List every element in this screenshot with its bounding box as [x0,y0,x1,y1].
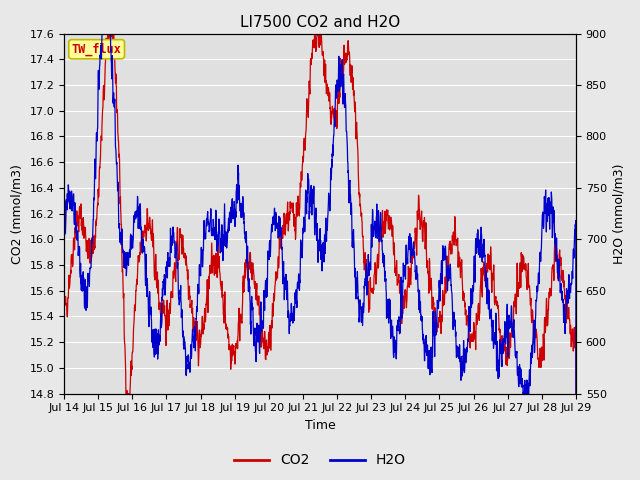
Legend: CO2, H2O: CO2, H2O [228,448,412,473]
Title: LI7500 CO2 and H2O: LI7500 CO2 and H2O [240,15,400,30]
X-axis label: Time: Time [305,419,335,432]
Y-axis label: CO2 (mmol/m3): CO2 (mmol/m3) [11,164,24,264]
Text: TW_flux: TW_flux [72,43,122,56]
Y-axis label: H2O (mmol/m3): H2O (mmol/m3) [612,163,625,264]
